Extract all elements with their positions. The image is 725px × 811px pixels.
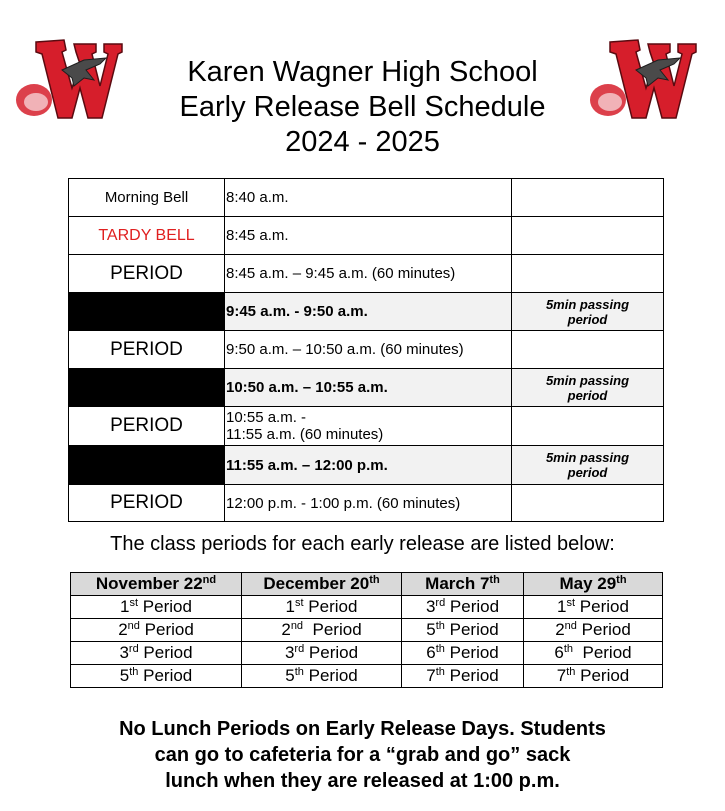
row-note: 5min passing period bbox=[511, 292, 664, 331]
row-label: PERIOD bbox=[68, 330, 225, 369]
school-logo-left bbox=[16, 39, 123, 119]
row-time: 10:50 a.m. – 10:55 a.m. bbox=[224, 368, 512, 407]
notice-line: can go to cafeteria for a “grab and go” … bbox=[154, 744, 571, 766]
note-line: period bbox=[567, 465, 608, 480]
passing-label-block bbox=[68, 368, 225, 407]
row-label: PERIOD bbox=[68, 484, 225, 522]
row-time: 10:55 a.m. - 11:55 a.m. (60 minutes) bbox=[224, 406, 512, 446]
period-cell: 6th Period bbox=[401, 641, 524, 665]
title-schedule-name: Early Release Bell Schedule bbox=[179, 91, 546, 123]
row-note bbox=[511, 406, 664, 446]
header-row: November 22nd December 20th March 7th Ma… bbox=[70, 572, 663, 596]
period-cell: 2nd Period bbox=[523, 618, 663, 642]
table-row: 5th Period 5th Period 7th Period 7th Per… bbox=[70, 664, 663, 688]
table-row: 3rd Period 3rd Period 6th Period 6th Per… bbox=[70, 641, 663, 665]
note-line: 5min passing bbox=[545, 296, 630, 312]
row-note bbox=[511, 330, 664, 369]
period-cell: 5th Period bbox=[241, 664, 402, 688]
row-note: 5min passing period bbox=[511, 368, 664, 407]
passing-row: 9:45 a.m. - 9:50 a.m. 5min passing perio… bbox=[68, 292, 664, 331]
period-cell: 2nd Period bbox=[241, 618, 402, 642]
page-title: Karen Wagner High School Early Release B… bbox=[0, 55, 725, 160]
table-row: PERIOD 9:50 a.m. – 10:50 a.m. (60 minute… bbox=[68, 330, 664, 369]
row-note bbox=[511, 178, 664, 217]
row-time: 11:55 a.m. – 12:00 p.m. bbox=[224, 445, 512, 485]
row-note: 5min passing period bbox=[511, 445, 664, 485]
table-row: TARDY BELL 8:45 a.m. bbox=[68, 216, 664, 255]
passing-row: 10:50 a.m. – 10:55 a.m. 5min passing per… bbox=[68, 368, 664, 407]
table-row: PERIOD 12:00 p.m. - 1:00 p.m. (60 minute… bbox=[68, 484, 664, 522]
row-time: 9:45 a.m. - 9:50 a.m. bbox=[224, 292, 512, 331]
period-cell: 1st Period bbox=[523, 595, 663, 619]
title-school-name: Karen Wagner High School bbox=[187, 56, 538, 88]
notice-line: lunch when they are released at 1:00 p.m… bbox=[165, 770, 560, 792]
row-note bbox=[511, 216, 664, 255]
passing-label-block bbox=[68, 445, 225, 485]
period-cell: 5th Period bbox=[401, 618, 524, 642]
period-cell: 3rd Period bbox=[401, 595, 524, 619]
note-line: 5min passing bbox=[545, 372, 630, 388]
jet-icon bbox=[61, 57, 108, 87]
period-cell: 1st Period bbox=[241, 595, 402, 619]
class-periods-table: November 22nd December 20th March 7th Ma… bbox=[70, 572, 663, 688]
period-cell: 2nd Period bbox=[70, 618, 242, 642]
period-cell: 3rd Period bbox=[241, 641, 402, 665]
row-time: 12:00 p.m. - 1:00 p.m. (60 minutes) bbox=[224, 484, 512, 522]
column-header: March 7th bbox=[401, 572, 524, 596]
period-cell: 7th Period bbox=[401, 664, 524, 688]
note-line: period bbox=[567, 387, 608, 403]
tardy-bell-label: TARDY BELL bbox=[68, 216, 225, 255]
row-time: 9:50 a.m. – 10:50 a.m. (60 minutes) bbox=[224, 330, 512, 369]
period-cell: 7th Period bbox=[523, 664, 663, 688]
passing-label-block bbox=[68, 292, 225, 331]
note-line: period bbox=[567, 311, 608, 327]
column-header: December 20th bbox=[241, 572, 402, 596]
title-year: 2024 - 2025 bbox=[285, 126, 440, 158]
row-label: Morning Bell bbox=[68, 178, 225, 217]
table-row: 1st Period 1st Period 3rd Period 1st Per… bbox=[70, 595, 663, 619]
notice-line: No Lunch Periods on Early Release Days. … bbox=[119, 718, 606, 740]
table-row: Morning Bell 8:40 a.m. bbox=[68, 178, 664, 217]
row-label: PERIOD bbox=[68, 254, 225, 293]
period-cell: 1st Period bbox=[70, 595, 242, 619]
school-logo-right bbox=[590, 39, 697, 119]
row-note bbox=[511, 254, 664, 293]
bell-schedule-table: Morning Bell 8:40 a.m. TARDY BELL 8:45 a… bbox=[68, 178, 664, 522]
table-row: PERIOD 8:45 a.m. – 9:45 a.m. (60 minutes… bbox=[68, 254, 664, 293]
column-header: November 22nd bbox=[70, 572, 242, 596]
time-line: 11:55 a.m. (60 minutes) bbox=[226, 426, 384, 443]
lunch-notice: No Lunch Periods on Early Release Days. … bbox=[0, 716, 725, 794]
period-cell: 5th Period bbox=[70, 664, 242, 688]
column-header: May 29th bbox=[523, 572, 663, 596]
time-line: 10:55 a.m. - bbox=[226, 409, 307, 426]
jet-icon bbox=[635, 57, 682, 87]
note-line: 5min passing bbox=[545, 450, 630, 465]
table-row: PERIOD 10:55 a.m. - 11:55 a.m. (60 minut… bbox=[68, 406, 664, 446]
row-label: PERIOD bbox=[68, 406, 225, 446]
passing-row: 11:55 a.m. – 12:00 p.m. 5min passing per… bbox=[68, 445, 664, 485]
period-cell: 3rd Period bbox=[70, 641, 242, 665]
row-time: 8:40 a.m. bbox=[224, 178, 512, 217]
row-note bbox=[511, 484, 664, 522]
row-time: 8:45 a.m. – 9:45 a.m. (60 minutes) bbox=[224, 254, 512, 293]
table-row: 2nd Period 2nd Period 5th Period 2nd Per… bbox=[70, 618, 663, 642]
periods-subtitle: The class periods for each early release… bbox=[110, 533, 615, 555]
period-cell: 6th Period bbox=[523, 641, 663, 665]
row-time: 8:45 a.m. bbox=[224, 216, 512, 255]
